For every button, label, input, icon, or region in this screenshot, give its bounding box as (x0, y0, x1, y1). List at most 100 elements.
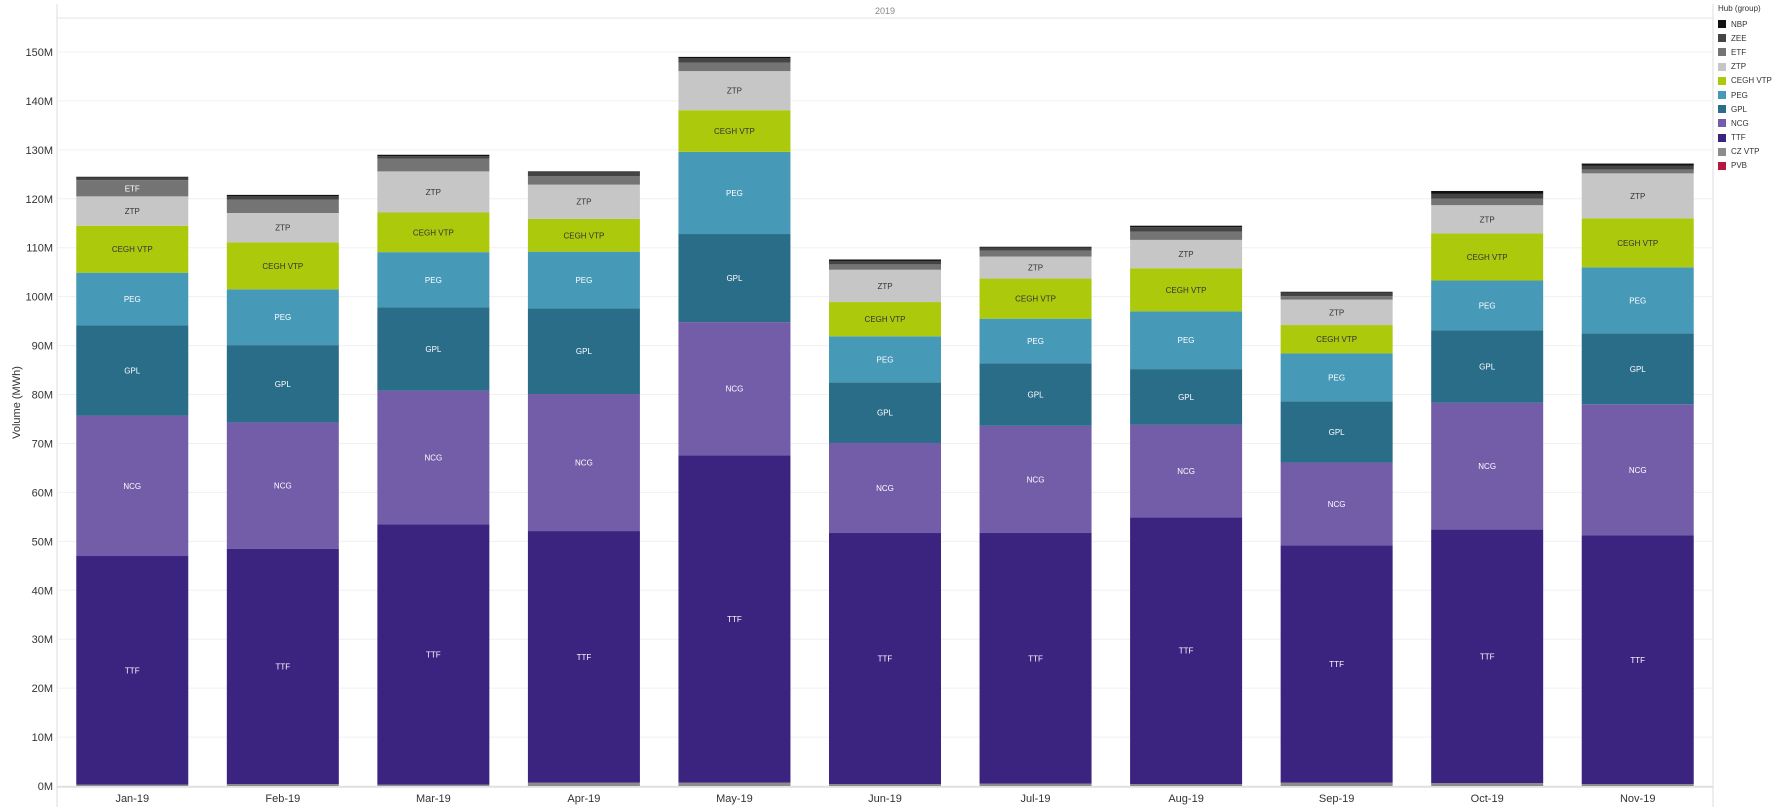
data-label: NCG (1027, 475, 1045, 484)
legend-swatch (1718, 76, 1726, 85)
bar-segment-nbp (1431, 190, 1544, 194)
bar-segment-ncg (226, 422, 339, 549)
bar-segment-ztp (979, 256, 1092, 279)
bar-segment-peg (829, 336, 941, 383)
data-label: PEG (1629, 296, 1646, 305)
bar-segment-gpl (979, 363, 1092, 426)
legend-label: ZEE (1731, 33, 1747, 43)
bar-segment-peg (226, 289, 339, 346)
bar-segment-gpl (1130, 369, 1243, 425)
x-tick-label: Jan-19 (115, 793, 149, 805)
bar-segment-nbp (527, 171, 640, 173)
bar-segment-nbp (1581, 163, 1694, 166)
bar-segment-cegh-vtp (1431, 233, 1544, 281)
data-label: TTF (125, 666, 140, 675)
legend-item-cz-vtp[interactable]: CZ VTP (1718, 145, 1786, 159)
x-tick-label: Mar-19 (416, 793, 451, 805)
legend-item-etf[interactable]: ETF (1718, 45, 1786, 59)
bar-segment-zee (76, 177, 189, 181)
legend-item-peg[interactable]: PEG (1718, 88, 1786, 102)
bar-segment-ncg (829, 442, 941, 534)
bar-segment-gpl (76, 325, 189, 416)
bar-segment-ztp (678, 71, 791, 111)
legend-item-pvb[interactable]: PVB (1718, 159, 1786, 173)
bar-segment-gpl (377, 307, 490, 391)
bar-segment-ncg (678, 322, 791, 456)
bar-segment-cz-vtp (1130, 784, 1243, 786)
bar-segment-ttf (1130, 517, 1243, 785)
data-label: ZTP (125, 207, 140, 216)
bar-segment-peg (1280, 353, 1393, 402)
bar-segment-nbp (829, 259, 941, 261)
bar-segment-gpl (1581, 333, 1694, 405)
bar-segment-cegh-vtp (1130, 268, 1243, 312)
data-label: CEGH VTP (262, 262, 303, 271)
x-tick-label: Jun-19 (868, 793, 902, 805)
bar-segment-ttf (1581, 535, 1694, 785)
data-label: GPL (576, 347, 593, 356)
data-label: GPL (726, 274, 743, 283)
bar-segment-zee (527, 172, 640, 177)
data-label: ZTP (1630, 192, 1645, 201)
legend-item-nbp[interactable]: NBP (1718, 17, 1786, 31)
legend-item-ncg[interactable]: NCG (1718, 116, 1786, 130)
data-label: TTF (878, 655, 893, 664)
bar-segment-ncg (1431, 402, 1544, 530)
bar-segment-ztp (226, 212, 339, 243)
data-label: CEGH VTP (1166, 286, 1207, 295)
y-tick-label: 100M (25, 292, 53, 304)
data-label: CEGH VTP (1015, 295, 1056, 304)
data-label: TTF (1329, 660, 1344, 669)
legend-label: ZTP (1731, 62, 1747, 72)
legend-label: ETF (1731, 47, 1747, 57)
bar-segment-peg (76, 272, 189, 326)
data-label: CEGH VTP (1316, 335, 1357, 344)
data-label: NCG (1629, 466, 1647, 475)
x-tick-label: Oct-19 (1471, 793, 1504, 805)
x-tick-label: Aug-19 (1168, 793, 1203, 805)
data-label: PEG (425, 276, 442, 285)
legend-item-zee[interactable]: ZEE (1718, 31, 1786, 45)
y-tick-label: 140M (25, 96, 53, 108)
bar-segment-ncg (1581, 404, 1694, 536)
bar-segment-cegh-vtp (226, 242, 339, 290)
bar-segment-ztp (1130, 239, 1243, 269)
data-label: NCG (123, 482, 141, 491)
chart-plot-area: 0M 10M 20M 30M 40M 50M 60M 70M 80M 90M 100M 110M 120… (11, 4, 1714, 807)
bar-segment-peg (1431, 280, 1544, 331)
legend-items: NBP ZEE ETF ZTP CEGH VTP PEG GPL NCG TTF CZ VTP PV… (1718, 17, 1786, 173)
legend-item-cegh-vtp[interactable]: CEGH VTP (1718, 74, 1786, 88)
bar-jan-19: TTF NCG GPL PEG CEGH VTP ZTP ETF (76, 176, 189, 786)
legend-swatch (1718, 48, 1726, 57)
data-label: ZTP (877, 282, 892, 291)
legend-item-ztp[interactable]: ZTP (1718, 60, 1786, 74)
legend-item-ttf[interactable]: TTF (1718, 131, 1786, 145)
legend-label: CZ VTP (1731, 147, 1760, 157)
bar-segment-gpl (1431, 330, 1544, 403)
data-label: GPL (425, 345, 442, 354)
data-label: PEG (1328, 373, 1345, 382)
bar-segment-cegh-vtp (527, 218, 640, 252)
y-tick-label: 70M (32, 438, 53, 450)
bar-segment-cz-vtp (829, 784, 941, 786)
data-label: GPL (1630, 365, 1647, 374)
bar-segment-etf (527, 176, 640, 185)
bar-segment-cz-vtp (1280, 782, 1393, 786)
bar-segment-peg (678, 151, 791, 235)
x-tick-label: Feb-19 (265, 793, 300, 805)
data-label: TTF (1630, 656, 1645, 665)
bar-segment-gpl (1280, 401, 1393, 463)
legend-item-gpl[interactable]: GPL (1718, 102, 1786, 116)
bar-segment-cz-vtp (377, 784, 490, 786)
bar-segment-cegh-vtp (377, 212, 490, 253)
bar-segment-cz-vtp (527, 782, 640, 786)
bar-segment-ztp (1581, 173, 1694, 219)
data-label: ZTP (727, 87, 742, 96)
data-label: GPL (877, 409, 894, 418)
data-label: PEG (877, 355, 894, 364)
data-label: CEGH VTP (1467, 253, 1508, 262)
bar-segment-ztp (1280, 299, 1393, 326)
bar-segment-etf (1581, 169, 1694, 174)
bar-jun-19: TTF NCG GPL PEG CEGH VTP ZTP (829, 259, 941, 786)
bar-segment-zee (377, 156, 490, 159)
